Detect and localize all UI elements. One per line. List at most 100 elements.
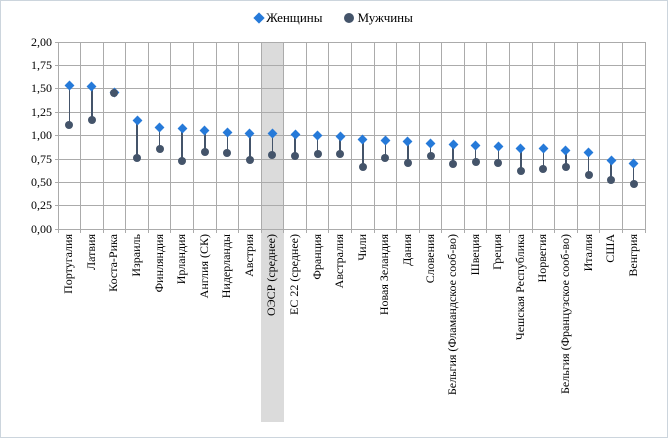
x-axis-label-text: Ирландия bbox=[174, 234, 189, 285]
v-gridline bbox=[80, 42, 82, 230]
point-stem bbox=[316, 135, 319, 155]
data-point-women bbox=[402, 136, 413, 147]
y-axis-label: 0,75 bbox=[31, 151, 52, 166]
x-axis-tick bbox=[509, 229, 511, 234]
data-point-women bbox=[380, 135, 391, 146]
y-axis-label: 1,75 bbox=[31, 57, 52, 72]
x-axis-tick bbox=[351, 229, 352, 234]
x-axis-label-text: Швеция bbox=[467, 234, 482, 276]
y-axis-tick bbox=[55, 135, 58, 137]
point-stem bbox=[587, 152, 590, 175]
y-axis-tick bbox=[55, 181, 58, 183]
y-axis-label: 1,50 bbox=[31, 81, 52, 96]
x-axis-tick bbox=[576, 229, 578, 234]
data-point-women bbox=[132, 115, 142, 126]
point-stem bbox=[68, 85, 71, 126]
data-point-men bbox=[449, 159, 458, 168]
point-stem bbox=[610, 160, 612, 180]
point-stem bbox=[497, 146, 499, 163]
v-gridline bbox=[441, 42, 443, 230]
data-point-men bbox=[336, 150, 345, 159]
data-point-men bbox=[358, 162, 367, 171]
data-point-women bbox=[290, 129, 300, 140]
x-axis-label-text: Дания bbox=[399, 234, 414, 267]
x-axis-tick bbox=[599, 229, 601, 234]
point-stem bbox=[339, 136, 341, 155]
data-point-women bbox=[199, 125, 210, 135]
data-point-men bbox=[313, 150, 322, 159]
x-axis-label-text: Бельгия (Фламандское сооб-во) bbox=[445, 234, 460, 396]
v-gridline bbox=[644, 42, 646, 230]
y-axis-tick bbox=[55, 228, 58, 230]
point-stem bbox=[181, 128, 183, 161]
x-axis-tick bbox=[57, 229, 59, 234]
x-axis-label: Венгрия bbox=[626, 234, 641, 434]
v-gridline bbox=[554, 42, 556, 230]
x-axis-tick bbox=[305, 229, 307, 234]
x-axis-tick bbox=[531, 229, 533, 234]
x-axis-label: Австрия bbox=[241, 234, 257, 434]
x-axis-tick bbox=[147, 229, 149, 234]
x-axis-label-text: Новая Зеландия bbox=[377, 234, 392, 316]
x-axis-label-text: Франция bbox=[309, 234, 324, 280]
x-axis-tick bbox=[260, 229, 262, 234]
x-axis-label: Австралия bbox=[332, 234, 347, 434]
data-point-women bbox=[335, 131, 346, 142]
x-axis-label: Бельгия (Французское сооб-во) bbox=[557, 234, 573, 434]
data-point-women bbox=[448, 139, 459, 150]
x-axis-tick bbox=[192, 229, 194, 234]
data-point-women bbox=[515, 143, 526, 154]
x-axis-tick bbox=[441, 229, 443, 234]
legend-label-men: Мужчины bbox=[357, 10, 413, 25]
point-stem bbox=[249, 133, 251, 160]
x-axis-label-text: Бельгия (Французское сооб-во) bbox=[557, 234, 572, 395]
data-point-men bbox=[178, 156, 187, 165]
data-point-women bbox=[628, 158, 639, 169]
data-point-men bbox=[607, 175, 616, 184]
x-axis-label-text: Словения bbox=[422, 234, 437, 284]
data-point-women bbox=[606, 155, 617, 166]
x-axis-label: Франция bbox=[309, 234, 325, 434]
data-point-women bbox=[177, 123, 188, 134]
x-axis-tick bbox=[238, 229, 240, 234]
data-point-men bbox=[471, 157, 480, 166]
x-axis-label: Коста-Рика bbox=[106, 234, 121, 434]
x-axis-label-text: Греция bbox=[490, 234, 505, 271]
v-gridline bbox=[486, 42, 488, 230]
x-axis-label-text: Англия (СК) bbox=[196, 234, 211, 299]
v-gridline bbox=[351, 42, 352, 230]
data-point-men bbox=[223, 149, 232, 158]
x-axis-label: Новая Зеландия bbox=[377, 234, 392, 434]
y-axis-tick bbox=[55, 111, 58, 113]
x-axis-label: Англия (СК) bbox=[196, 234, 212, 434]
data-point-men bbox=[426, 152, 435, 161]
data-point-men bbox=[245, 155, 254, 164]
data-point-men bbox=[561, 163, 570, 172]
x-axis-label: Латвия bbox=[84, 234, 99, 434]
data-point-women bbox=[583, 147, 594, 158]
legend-label-women: Женщины bbox=[266, 10, 323, 25]
v-gridline bbox=[531, 42, 533, 230]
x-axis-label-text: Австрия bbox=[241, 234, 256, 278]
point-stem bbox=[474, 145, 477, 162]
v-gridline bbox=[509, 42, 511, 230]
x-axis-label-text: Финляндия bbox=[151, 234, 166, 293]
women-diamond-icon bbox=[253, 11, 265, 24]
x-axis-label: Португалия bbox=[61, 234, 76, 434]
highlight-band bbox=[261, 42, 284, 422]
point-stem bbox=[136, 120, 138, 159]
x-axis-tick bbox=[215, 229, 217, 234]
chart-legend: Женщины Мужчины bbox=[1, 10, 667, 25]
data-point-women bbox=[222, 127, 233, 138]
data-point-men bbox=[584, 170, 593, 179]
v-gridline bbox=[576, 42, 578, 230]
data-point-women bbox=[425, 138, 436, 149]
x-axis-label: США bbox=[603, 234, 618, 434]
v-gridline bbox=[599, 42, 601, 230]
data-point-men bbox=[403, 158, 412, 167]
v-gridline bbox=[57, 42, 59, 230]
y-axis-label: 2,00 bbox=[31, 34, 52, 49]
x-axis-label-text: Италия bbox=[580, 234, 595, 272]
x-axis-label: Дания bbox=[399, 234, 415, 434]
